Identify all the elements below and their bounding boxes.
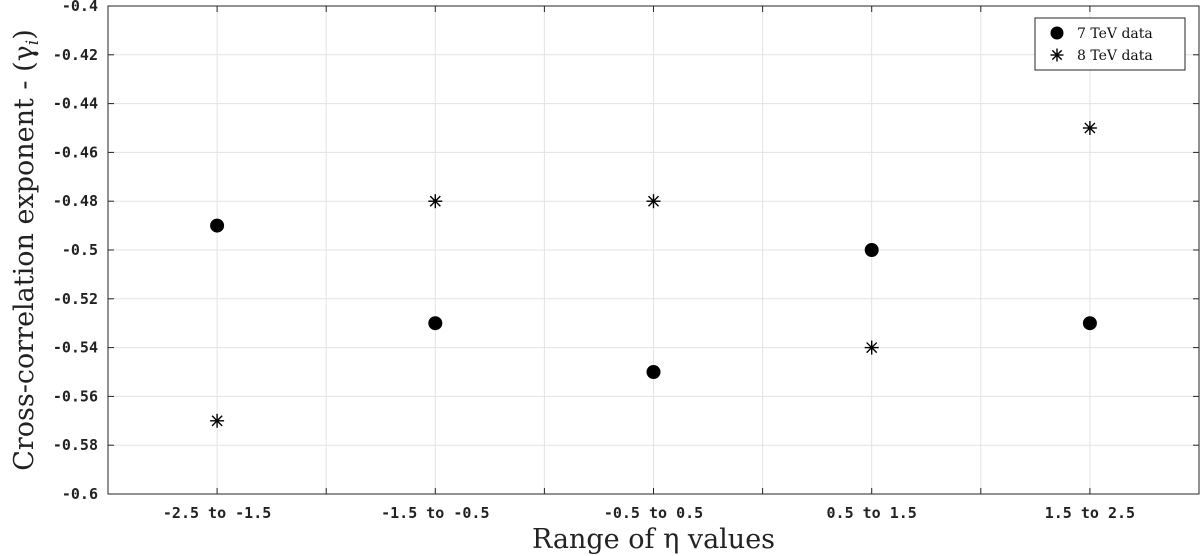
y-tick-label: -0.52 xyxy=(53,290,98,308)
y-tick-label: -0.5 xyxy=(62,241,98,259)
y-tick-label: -0.58 xyxy=(53,436,98,454)
point-7tev xyxy=(864,243,879,257)
point-7tev xyxy=(428,316,443,331)
point-7tev xyxy=(1082,316,1097,331)
x-tick-label: -2.5 to -1.5 xyxy=(163,504,271,522)
y-tick-label: -0.46 xyxy=(53,143,98,161)
y-axis-label-close: ) xyxy=(9,29,40,40)
legend-box xyxy=(1034,17,1186,71)
legend-entry-label: 8 TeV data xyxy=(1077,48,1153,64)
y-tick-label: -0.54 xyxy=(53,339,98,357)
point-8tev xyxy=(646,194,661,209)
point-8tev xyxy=(864,340,879,355)
data-points xyxy=(210,121,1097,428)
y-tick-label: -0.42 xyxy=(53,46,98,64)
grid xyxy=(108,5,1199,495)
point-7tev xyxy=(210,218,225,233)
y-tick-label: -0.4 xyxy=(62,0,98,15)
point-8tev xyxy=(1082,121,1097,135)
x-axis: -2.5 to -1.5 -1.5 to -0.5 -0.5 to 0.5 0.5 t… xyxy=(163,6,1135,522)
legend: 7 TeV data 8 TeV data xyxy=(1034,17,1186,71)
y-tick-label: -0.48 xyxy=(53,192,98,210)
x-tick-label: -0.5 to 0.5 xyxy=(604,504,703,522)
point-7tev xyxy=(646,365,661,379)
y-tick-label: -0.44 xyxy=(53,95,98,113)
y-axis: -0.6 -0.58 -0.56 -0.54 -0.52 -0.5 -0.48 -0.46 -0… xyxy=(53,0,1199,503)
legend-entry-label: 7 TeV data xyxy=(1077,26,1153,42)
x-tick-label: 1.5 to 2.5 xyxy=(1045,504,1135,522)
y-axis-label-subscript: i xyxy=(23,40,43,45)
point-8tev xyxy=(210,413,225,428)
legend-marker-7tev xyxy=(1050,26,1064,40)
x-tick-label: 0.5 to 1.5 xyxy=(827,504,917,522)
y-tick-label: -0.56 xyxy=(53,387,98,405)
y-axis-label: Cross-correlation exponent - (γi) xyxy=(9,29,43,471)
point-8tev xyxy=(428,194,443,209)
y-tick-label: -0.6 xyxy=(62,485,98,503)
legend-marker-8tev xyxy=(1050,48,1064,62)
x-axis-label: Range of η values xyxy=(532,524,775,555)
x-tick-label: -1.5 to -0.5 xyxy=(381,504,489,522)
